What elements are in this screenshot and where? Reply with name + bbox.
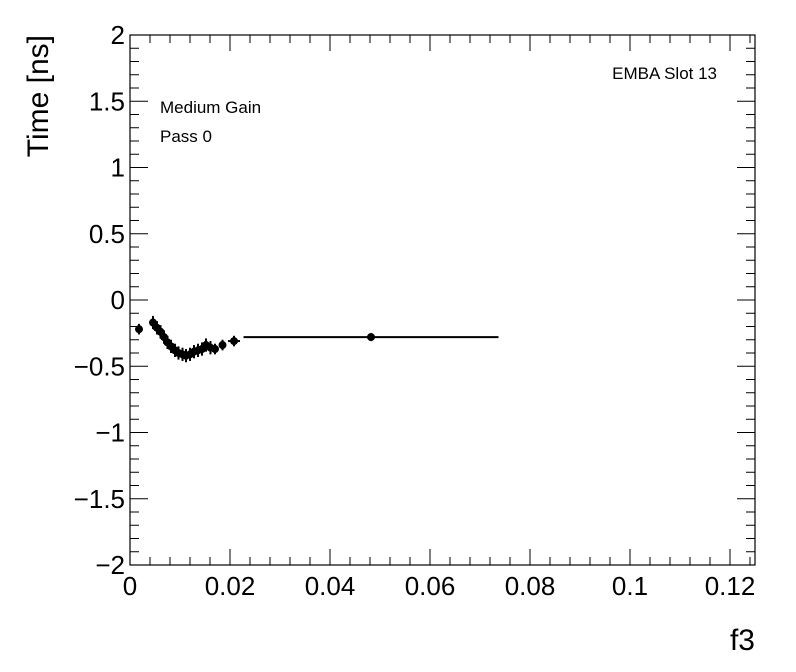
- point-marker: [218, 341, 227, 350]
- x-tick-label: 0.12: [705, 571, 756, 601]
- y-tick-label: 2: [111, 20, 125, 50]
- y-tick-label: 1: [111, 153, 125, 183]
- point-marker: [135, 325, 143, 334]
- y-tick-label: −2: [95, 550, 125, 580]
- y-tick-label: 1.5: [89, 86, 125, 116]
- y-axis-label: Time [ns]: [22, 35, 55, 157]
- y-tick-label: 0: [111, 285, 125, 315]
- data-point: [243, 333, 499, 342]
- y-tick-labels: −2 −1.5 −1 −0.5 0 0.5 1 1.5 2: [74, 20, 125, 580]
- annotation-module: EMBA Slot 13: [612, 64, 717, 83]
- annotation-gain: Medium Gain: [160, 98, 261, 117]
- point-marker: [367, 333, 375, 342]
- x-tick-label: 0.04: [305, 571, 356, 601]
- y-tick-label: −1: [95, 418, 125, 448]
- x-axis-label: f3: [730, 624, 755, 657]
- axis-ticks: [129, 34, 755, 566]
- x-tick-label: 0.02: [205, 571, 256, 601]
- x-tick-labels: 0 0.02 0.04 0.06 0.08 0.1 0.12: [123, 571, 756, 601]
- x-tick-label: 0: [123, 571, 137, 601]
- x-tick-label: 0.06: [405, 571, 456, 601]
- data-point: [218, 339, 227, 351]
- point-marker: [230, 337, 238, 346]
- data-point: [228, 335, 240, 347]
- data-point: [135, 323, 143, 335]
- y-tick-label: −0.5: [74, 351, 125, 381]
- point-marker: [211, 345, 219, 354]
- y-tick-label: 0.5: [89, 219, 125, 249]
- annotation-pass: Pass 0: [160, 127, 212, 146]
- data-point: [211, 343, 219, 355]
- data-points: [135, 315, 499, 363]
- y-tick-label: −1.5: [74, 484, 125, 514]
- x-tick-label: 0.08: [505, 571, 556, 601]
- x-tick-label: 0.1: [612, 571, 648, 601]
